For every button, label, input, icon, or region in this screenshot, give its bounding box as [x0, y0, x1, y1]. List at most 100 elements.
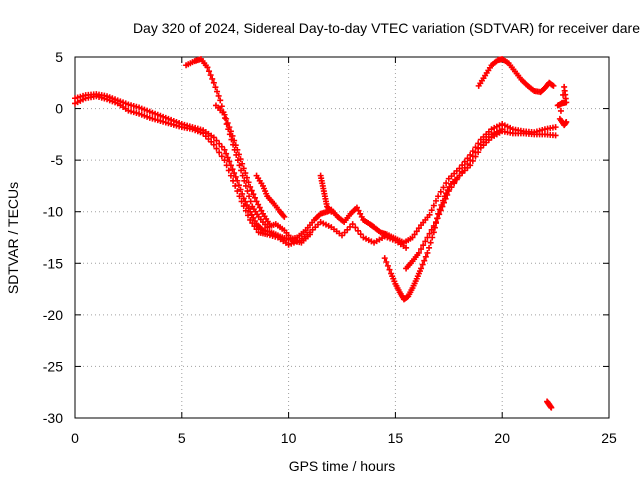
data-point: [453, 176, 460, 183]
data-point: [245, 179, 252, 186]
data-point: [242, 170, 249, 177]
series-track-7: [381, 126, 506, 303]
data-point: [384, 262, 391, 269]
data-point: [418, 246, 425, 253]
data-point: [240, 165, 247, 172]
y-tick-label: 0: [55, 101, 63, 117]
data-point: [266, 221, 273, 228]
data-point: [426, 244, 433, 251]
data-point: [230, 177, 237, 184]
x-tick-label: 0: [71, 430, 79, 446]
series-track-11: [544, 398, 555, 411]
data-point: [386, 266, 393, 273]
data-point: [432, 197, 439, 204]
data-point: [232, 182, 239, 189]
y-tick-label: -30: [43, 410, 63, 426]
series-track-5: [253, 172, 288, 220]
data-point: [227, 128, 234, 135]
data-point: [232, 173, 239, 180]
data-point: [235, 151, 242, 158]
data-point: [239, 160, 246, 167]
data-point: [227, 172, 234, 179]
data-point: [437, 207, 444, 214]
data-point: [281, 213, 288, 220]
plot-frame: [74, 56, 610, 419]
data-point: [215, 92, 222, 99]
data-point: [249, 220, 256, 227]
data-point: [415, 225, 422, 232]
data-point: [422, 238, 429, 245]
series-track-4: [212, 102, 273, 228]
data-point: [206, 68, 213, 75]
data-point: [430, 222, 437, 229]
data-point: [246, 193, 253, 200]
y-tick-label: -15: [43, 255, 63, 271]
data-point: [563, 118, 570, 125]
y-tick-label: -25: [43, 358, 63, 374]
data-point: [217, 97, 224, 104]
data-point: [561, 83, 568, 90]
data-point: [242, 207, 249, 214]
series-track-3: [183, 56, 313, 246]
data-point: [422, 253, 429, 260]
data-point: [229, 132, 236, 139]
data-point: [213, 145, 220, 152]
data-point: [236, 193, 243, 200]
data-point: [243, 174, 250, 181]
data-point: [221, 146, 228, 153]
data-point: [243, 202, 250, 209]
data-point: [218, 153, 225, 160]
y-tick-label: 5: [55, 49, 63, 65]
data-point: [240, 195, 247, 202]
data-point: [229, 166, 236, 173]
data-point: [560, 91, 567, 98]
data-points: [72, 56, 570, 411]
data-point: [445, 188, 452, 195]
data-point: [435, 193, 442, 200]
data-point: [439, 203, 446, 210]
data-point: [419, 261, 426, 268]
data-point: [440, 199, 447, 206]
gridlines: [75, 57, 609, 418]
series-track-6: [317, 172, 335, 215]
data-point: [411, 231, 418, 238]
x-tick-label: 25: [601, 430, 617, 446]
data-point: [409, 234, 416, 241]
data-point: [258, 207, 265, 214]
data-point: [237, 186, 244, 193]
data-point: [237, 156, 244, 163]
data-point: [210, 79, 217, 86]
data-point: [245, 212, 252, 219]
data-point: [548, 404, 555, 411]
data-point: [251, 223, 258, 230]
data-point: [418, 265, 425, 272]
data-point: [472, 153, 479, 160]
data-point: [383, 258, 390, 265]
data-point: [253, 198, 260, 205]
series-track-2: [72, 93, 410, 251]
data-point: [306, 231, 313, 238]
data-point: [421, 257, 428, 264]
x-tick-label: 20: [494, 430, 510, 446]
x-tick-label: 15: [388, 430, 404, 446]
data-point: [436, 211, 443, 218]
data-point: [424, 234, 431, 241]
chart-title: Day 320 of 2024, Sidereal Day-to-day VTE…: [133, 20, 640, 36]
data-point: [430, 202, 437, 209]
data-point: [355, 207, 362, 214]
series-track-8: [403, 128, 559, 272]
data-point: [469, 157, 476, 164]
data-point: [234, 146, 241, 153]
data-point: [440, 184, 447, 191]
data-point: [209, 75, 216, 82]
data-point: [432, 219, 439, 226]
data-point: [427, 239, 434, 246]
data-point: [232, 142, 239, 149]
data-point: [226, 124, 233, 131]
data-point: [224, 120, 231, 127]
data-point: [415, 249, 422, 256]
data-point: [240, 203, 247, 210]
data-point: [550, 82, 557, 89]
data-point: [437, 188, 444, 195]
